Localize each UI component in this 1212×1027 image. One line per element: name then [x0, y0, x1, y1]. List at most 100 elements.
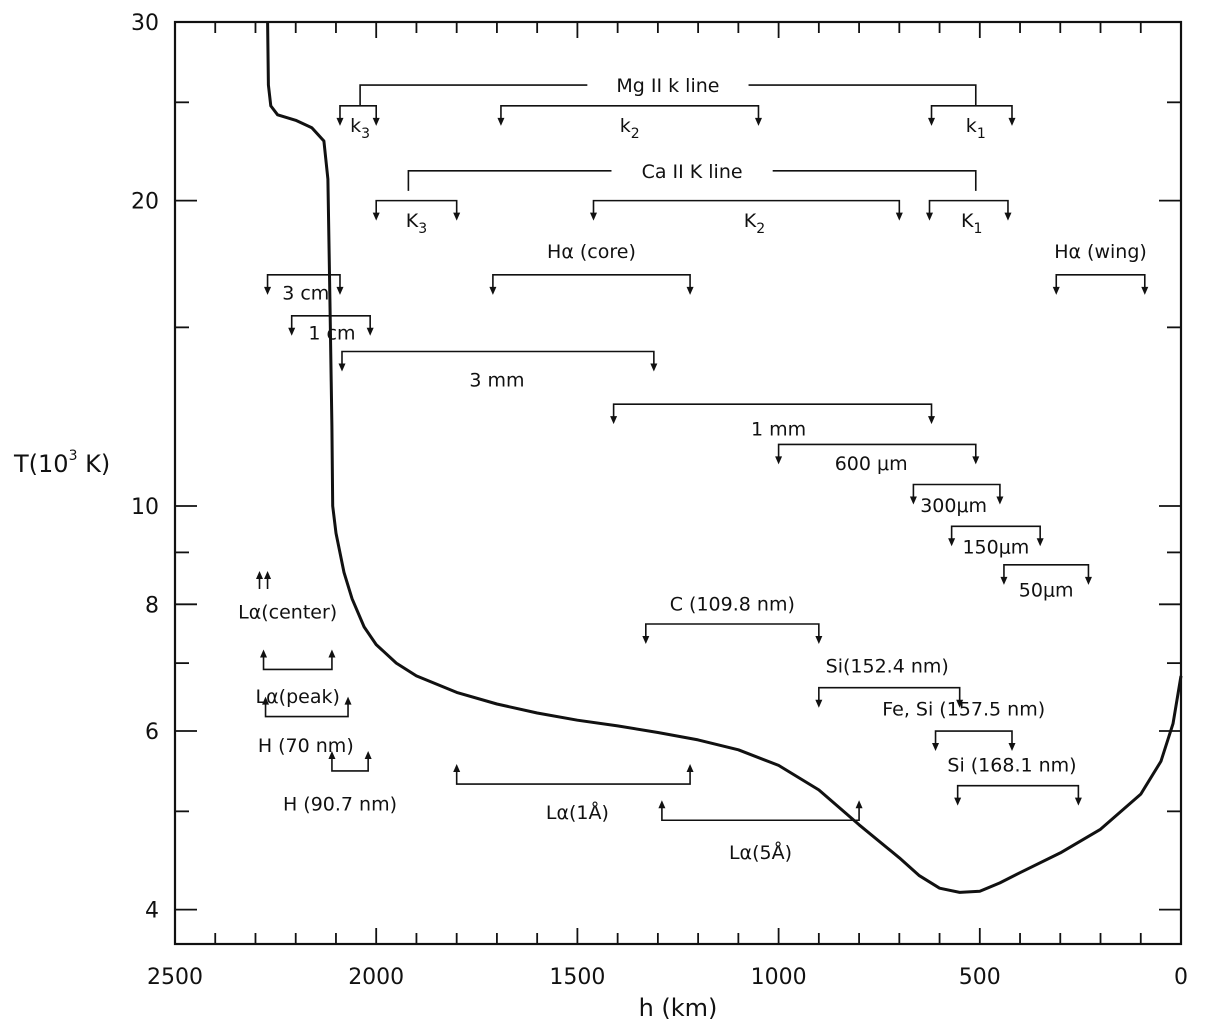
annotation-bracket: 3 mm [338, 350, 658, 391]
x-tick-label: 0 [1174, 965, 1188, 990]
annotation-label: 600 μm [835, 453, 908, 475]
annotation-label: Lα(1Å) [546, 801, 609, 824]
arrow-up-icon [328, 649, 336, 658]
annotation-bracket: Hα (wing) [1052, 241, 1149, 295]
temperature-curve [266, 21, 1183, 894]
annotation-label: Mg II k line [616, 75, 719, 97]
annotation-label: 300μm [920, 495, 987, 517]
x-tick-label: 1000 [751, 965, 807, 990]
annotation-bracket: K3 [372, 199, 461, 237]
annotation-bracket: K2 [589, 199, 903, 237]
arrow-down-icon [453, 212, 461, 221]
annotation-bracket: 3 cm [264, 274, 344, 304]
annotation-bracket: Si (168.1 nm) [947, 754, 1082, 806]
arrow-down-icon [497, 117, 505, 126]
annotation-bracket: k3 [336, 105, 380, 142]
arrow-down-icon [956, 699, 964, 708]
arrow-up-icon [658, 800, 666, 809]
x-tick-label: 500 [959, 965, 1001, 990]
arrow-up-icon [453, 764, 461, 773]
annotation-bracket: Lα(peak) [256, 649, 340, 708]
arrow-down-icon [1052, 286, 1060, 295]
annotation-bracket: H (70 nm) [258, 696, 354, 757]
annotation-label: Lα(5Å) [729, 841, 792, 864]
arrow-up-icon [364, 750, 372, 759]
annotation-bracket: Fe, Si (157.5 nm) [882, 699, 1045, 752]
annotation-label: 3 cm [282, 282, 329, 304]
y-tick-label: 4 [145, 899, 159, 924]
arrow-down-icon [948, 538, 956, 547]
annotation-bracket: Lα(center) [238, 571, 337, 624]
annotation-label: Hα (wing) [1054, 241, 1147, 263]
arrow-down-icon [1074, 797, 1082, 806]
arrow-down-icon [366, 327, 374, 336]
arrow-down-icon [895, 212, 903, 221]
arrow-down-icon [1004, 212, 1012, 221]
annotation-label: C (109.8 nm) [670, 593, 795, 615]
y-axis-title-main: T(10 [13, 450, 69, 478]
annotation-label: Ca II K line [642, 161, 743, 183]
annotation-bracket: C (109.8 nm) [642, 593, 823, 645]
annotation-label: 3 mm [469, 369, 524, 391]
annotation-label: Lα(peak) [256, 686, 340, 708]
annotation-label: Si (168.1 nm) [947, 754, 1076, 776]
y-axis-title-exp: 3 [69, 448, 78, 464]
arrow-down-icon [1008, 743, 1016, 752]
annotation-bracket: 1 mm [610, 403, 936, 440]
annotation-label: K3 [406, 210, 427, 237]
annotation-bracket: Ca II K line [407, 161, 977, 191]
arrow-down-icon [1141, 286, 1149, 295]
annotation-label: H (70 nm) [258, 735, 354, 757]
arrow-down-icon [926, 212, 933, 221]
y-tick-label: 6 [145, 720, 159, 745]
arrow-down-icon [372, 212, 380, 221]
arrow-down-icon [589, 212, 597, 221]
annotation-bracket: 1 cm [288, 314, 374, 344]
y-tick-label: 8 [145, 593, 159, 618]
arrow-down-icon [610, 416, 618, 425]
arrow-up-icon [855, 800, 863, 809]
annotation-label: k2 [620, 115, 640, 142]
arrow-down-icon [815, 699, 823, 708]
annotation-bracket: k1 [928, 105, 1016, 142]
annotation-label: Lα(center) [238, 602, 337, 624]
annotation-label: Si(152.4 nm) [826, 655, 949, 677]
arrow-down-icon [1008, 117, 1016, 126]
annotation-bracket: Si(152.4 nm) [815, 655, 964, 708]
arrow-up-icon [264, 571, 272, 580]
arrow-down-icon [754, 117, 762, 126]
arrow-down-icon [928, 416, 936, 425]
arrow-down-icon [336, 117, 344, 126]
arrow-down-icon [909, 496, 917, 505]
annotation-bracket: 50μm [1000, 564, 1092, 602]
arrow-down-icon [372, 117, 380, 126]
annotation-bracket: k2 [497, 105, 762, 142]
annotation-label: k3 [350, 115, 370, 142]
arrow-down-icon [996, 496, 1004, 505]
arrow-up-icon [328, 750, 336, 759]
annotation-bracket: Hα (core) [489, 241, 694, 295]
arrow-up-icon [256, 571, 264, 580]
y-axis-title: T(103 K) [13, 448, 110, 478]
x-tick-label: 2000 [348, 965, 404, 990]
x-tick-label: 1500 [549, 965, 605, 990]
annotation-label: 1 mm [751, 418, 806, 440]
annotation-bracket: 600 μm [775, 443, 980, 475]
annotation-label: 50μm [1019, 580, 1074, 602]
annotation-brackets: Mg II k line k3 k2 k1 Ca II K line K3 K2 K1 Hα (… [238, 75, 1149, 864]
arrow-down-icon [932, 743, 940, 752]
arrow-down-icon [264, 286, 272, 295]
arrow-down-icon [928, 117, 936, 126]
arrow-down-icon [650, 363, 658, 372]
annotation-label: Fe, Si (157.5 nm) [882, 699, 1045, 721]
arrow-up-icon [260, 649, 268, 658]
y-tick-label: 30 [131, 11, 159, 36]
annotation-label: 150μm [962, 537, 1029, 559]
y-tick-label: 10 [131, 495, 159, 520]
annotation-label: Hα (core) [547, 241, 636, 263]
axis-tick-labels: 2500 2000 1500 1000 500 0 4 6 8 10 20 30 [131, 11, 1188, 990]
arrow-down-icon [972, 456, 980, 465]
arrow-down-icon [336, 286, 344, 295]
arrow-down-icon [288, 327, 296, 336]
